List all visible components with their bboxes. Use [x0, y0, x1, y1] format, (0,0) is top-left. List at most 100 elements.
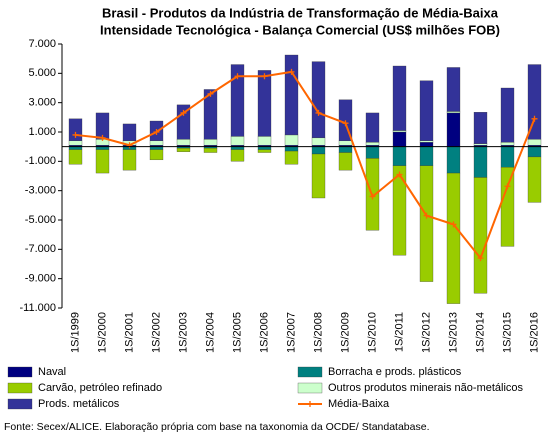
- bar-segment: [500, 87, 515, 143]
- legend-label: Borracha e prods. plásticos: [328, 366, 462, 378]
- legend-label: Naval: [38, 366, 66, 378]
- bar-segment: [311, 137, 326, 146]
- bar-segment: [338, 146, 353, 153]
- bar-segment: [203, 147, 218, 153]
- bar-segment: [527, 146, 542, 158]
- bar-segment: [527, 139, 542, 146]
- bar-segment: [365, 112, 380, 143]
- bar-segment: [122, 123, 137, 141]
- bar-segment: [365, 142, 380, 146]
- legend-symbol: [297, 382, 323, 394]
- legend-symbol: [7, 366, 33, 378]
- line-marker: [180, 109, 187, 116]
- x-tick-label: 1S/2014: [474, 312, 486, 353]
- line-marker: [261, 73, 268, 80]
- bar-segment: [122, 149, 137, 171]
- x-tick-label: 1S/2007: [285, 312, 297, 353]
- bar-segment: [392, 130, 407, 133]
- bar-segment: [338, 140, 353, 146]
- line-marker: [153, 129, 160, 135]
- bar-segment: [149, 140, 164, 146]
- line-marker: [99, 134, 106, 141]
- line-marker: [126, 142, 133, 149]
- bar-segment: [392, 131, 407, 147]
- x-tick-label: 1S/2001: [123, 312, 135, 353]
- bar-segment: [419, 80, 434, 141]
- x-tick-label: 1S/2011: [393, 312, 405, 352]
- bar-segment: [230, 136, 245, 146]
- bar-segment: [284, 134, 299, 146]
- legend-label: Prods. metálicos: [38, 398, 120, 410]
- bar-segment: [392, 165, 407, 256]
- line-series: [75, 70, 536, 261]
- bar-segment: [527, 156, 542, 203]
- bar-segment: [473, 146, 488, 178]
- bar-segment: [392, 65, 407, 131]
- bar-segment: [311, 153, 326, 199]
- bar-segment: [446, 67, 461, 112]
- bar-segment: [68, 149, 83, 165]
- bar-segment: [311, 146, 326, 155]
- bar-segment: [257, 136, 272, 146]
- bar-segment: [284, 54, 299, 136]
- y-tick-label: 1.000: [28, 126, 56, 138]
- bar-segment: [392, 146, 407, 166]
- y-tick-label: 7.000: [28, 38, 56, 50]
- legend-symbol: [7, 398, 33, 410]
- line-marker: [315, 109, 322, 116]
- bar-segment: [68, 140, 83, 146]
- bar-segment: [473, 112, 488, 144]
- bar-segment: [473, 177, 488, 294]
- x-tick-label: 1S/2004: [204, 312, 216, 353]
- bar-segment: [176, 139, 191, 146]
- legend-symbol: [307, 401, 313, 407]
- bar-segment: [446, 172, 461, 304]
- bar-segment: [257, 149, 272, 153]
- line-marker: [396, 171, 403, 178]
- y-tick-label: 3.000: [28, 97, 56, 109]
- bar-segment: [365, 146, 380, 159]
- line-marker: [531, 115, 538, 122]
- x-tick-label: 1S/2013: [447, 312, 459, 353]
- bar-segment: [203, 139, 218, 146]
- x-tick-label: 1S/2003: [177, 312, 189, 353]
- line-marker: [342, 120, 349, 127]
- legend-label: Outros produtos minerais não-metálicos: [328, 382, 524, 394]
- x-tick-label: 1S/1999: [69, 312, 81, 353]
- y-tick-label: -3.000: [25, 185, 56, 197]
- bar-segment: [419, 165, 434, 282]
- legend-symbol: [7, 382, 33, 394]
- bar-segment: [473, 143, 488, 146]
- bar-segment: [500, 146, 515, 168]
- bar-segment: [419, 146, 434, 166]
- y-tick-label: -5.000: [25, 214, 56, 226]
- bar-segment: [446, 112, 461, 147]
- bar-segment: [203, 89, 218, 140]
- bar-segment: [527, 64, 542, 140]
- bar-segment: [230, 149, 245, 162]
- x-tick-label: 1S/2005: [231, 312, 243, 353]
- bar-segment: [284, 150, 299, 165]
- chart-title: Brasil - Produtos da Indústria de Transf…: [102, 5, 499, 20]
- x-tick-label: 1S/2015: [501, 312, 513, 353]
- legend-symbol: [297, 366, 323, 378]
- line-marker: [450, 221, 457, 228]
- bar-segment: [446, 146, 461, 174]
- bar-segment: [257, 70, 272, 137]
- bar-segment: [446, 111, 461, 114]
- x-tick-label: 1S/2006: [258, 312, 270, 353]
- line-marker: [477, 255, 484, 262]
- source-note: Fonte: Secex/ALICE. Elaboração própria c…: [4, 421, 430, 433]
- legend-label: Carvão, petróleo refinado: [38, 382, 162, 394]
- bar-segment: [230, 64, 245, 137]
- bar-segment: [338, 152, 353, 171]
- y-tick-label: -9.000: [25, 273, 56, 285]
- chart-subtitle: Intensidade Tecnológica - Balança Comerc…: [100, 22, 500, 37]
- y-tick-label: -7.000: [25, 243, 56, 255]
- x-tick-label: 1S/2009: [339, 312, 351, 353]
- x-tick-label: 1S/2002: [150, 312, 162, 353]
- bar-segment: [419, 142, 434, 147]
- x-tick-label: 1S/2016: [528, 312, 540, 353]
- bar-segment: [176, 104, 191, 140]
- bar-segment: [284, 146, 299, 152]
